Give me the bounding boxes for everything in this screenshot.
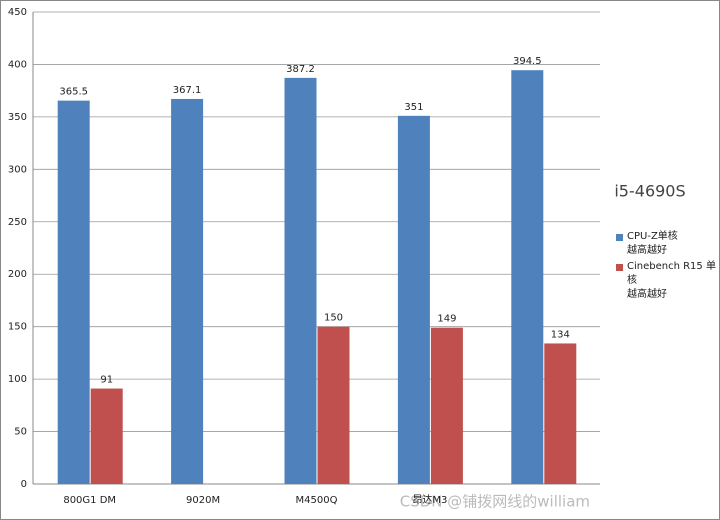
bar: [544, 343, 577, 484]
value-label: 387.2: [286, 64, 315, 75]
value-label: 134: [551, 329, 570, 340]
y-tick-label: 0: [21, 479, 27, 490]
y-tick-label: 150: [8, 322, 27, 333]
value-label: 91: [100, 375, 113, 386]
y-tick-label: 300: [8, 164, 27, 175]
value-label: 365.5: [59, 87, 88, 98]
bar: [171, 98, 204, 485]
bar: [430, 327, 463, 484]
bar: [284, 77, 317, 484]
legend-label: Cinebench R15 单核 越高越好: [627, 261, 716, 300]
chart-title: i5-4690S: [614, 182, 685, 201]
legend-entry: CPU-Z单核 越高越好: [616, 230, 678, 258]
x-tick-label: M4500Q: [296, 495, 338, 506]
y-tick-label: 100: [8, 374, 27, 385]
value-label: 351: [404, 102, 423, 113]
value-label: 150: [324, 313, 343, 324]
y-tick-label: 200: [8, 269, 27, 280]
legend-label: CPU-Z单核 越高越好: [627, 231, 678, 256]
bar: [317, 326, 350, 484]
bar: [57, 100, 90, 485]
y-tick-label: 50: [14, 427, 27, 438]
y-tick-label: 250: [8, 217, 27, 228]
value-label: 367.1: [173, 85, 202, 96]
x-tick-label: 9020M: [186, 495, 220, 506]
legend-swatch: [616, 264, 623, 271]
legend-entry: Cinebench R15 单核 越高越好: [616, 260, 720, 302]
bar: [511, 70, 544, 485]
legend-swatch: [616, 234, 623, 241]
bar: [90, 388, 123, 484]
y-tick-label: 450: [8, 7, 27, 18]
watermark: CSDN @铺拨网线的william: [400, 493, 590, 511]
y-tick-label: 350: [8, 112, 27, 123]
value-label: 394.5: [513, 56, 542, 67]
bar: [397, 115, 430, 484]
value-label: 149: [437, 314, 456, 325]
y-tick-label: 400: [8, 59, 27, 70]
x-tick-label: 昂达M3: [412, 494, 447, 506]
x-tick-label: 800G1 DM: [63, 495, 116, 506]
